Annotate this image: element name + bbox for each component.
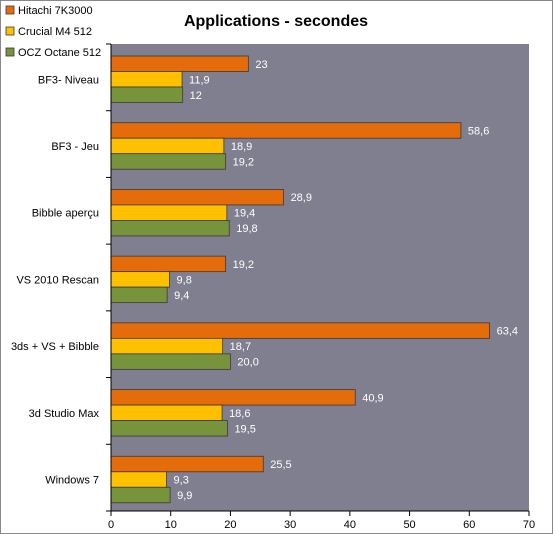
axes: BF3- Niveau BF3 - Jeu Bibble aperçu VS 2010… (11, 43, 535, 531)
bar (110, 220, 230, 237)
x-tick-label: 10 (165, 519, 177, 531)
legend-label: Hitachi 7K3000 (18, 5, 93, 17)
data-label: 19,2 (233, 259, 254, 271)
category-label: BF3- Niveau (38, 74, 99, 86)
bar (110, 455, 264, 473)
bar (110, 337, 224, 355)
data-label: 25,5 (270, 459, 291, 471)
data-label: 18,6 (229, 408, 250, 420)
data-label: 19,4 (234, 208, 255, 220)
bar (110, 322, 490, 339)
bar (110, 86, 184, 103)
category-label: Windows 7 (45, 475, 99, 487)
bar (110, 153, 227, 170)
category-label: BF3 - Jeu (51, 141, 99, 153)
bar (110, 204, 228, 221)
category-label: 3ds + VS + Bibble (11, 341, 99, 353)
data-label: 63,4 (497, 326, 518, 338)
legend-label: OCZ Octane 512 (18, 47, 101, 59)
data-label: 9,9 (177, 490, 192, 502)
bar (110, 271, 170, 288)
x-tick-label: 60 (463, 519, 475, 531)
data-label: 40,9 (362, 392, 383, 404)
category-label: 3d Studio Max (29, 408, 100, 420)
bar (110, 353, 231, 370)
data-label: 9,8 (177, 274, 192, 286)
plot-area (111, 44, 529, 511)
data-label: 23 (255, 59, 267, 71)
x-tick-label: 50 (403, 519, 415, 531)
data-label: 18,7 (230, 341, 251, 353)
bar (110, 404, 223, 421)
bar (110, 122, 462, 139)
data-label: 20,0 (237, 357, 258, 369)
x-tick-label: 20 (224, 519, 236, 531)
data-label: 18,9 (231, 141, 252, 153)
data-label: 19,5 (234, 423, 255, 435)
x-tick-label: 70 (523, 519, 535, 531)
data-label: 19,8 (236, 223, 257, 235)
category-label: Bibble aperçu (32, 208, 99, 220)
bar (110, 471, 167, 488)
data-label: 9,4 (174, 290, 189, 302)
x-tick-label: 0 (108, 519, 114, 531)
category-label: VS 2010 Rescan (16, 274, 99, 286)
x-tick-label: 30 (284, 519, 296, 531)
x-tick-label: 40 (344, 519, 356, 531)
data-label: 19,2 (233, 156, 254, 168)
legend-swatch (5, 5, 15, 15)
bar (110, 255, 227, 273)
bar (110, 486, 171, 504)
legend-label: Crucial M4 512 (18, 26, 92, 38)
bar (110, 286, 168, 304)
data-label: 9,3 (174, 475, 189, 487)
bar (110, 137, 225, 155)
chart-title: Applications - secondes (184, 13, 368, 30)
data-label: 58,6 (468, 125, 489, 137)
data-label: 12 (190, 90, 202, 102)
bar (110, 420, 228, 437)
bar (110, 389, 356, 406)
bar (110, 55, 249, 72)
bars: 23 11,9 12 58,6 18,9 19,2 28,9 19,4 19,8 19,2 9,8 9… (110, 55, 518, 504)
legend: Hitachi 7K3000 Crucial M4 512 OCZ Octane 5… (5, 5, 101, 59)
bar (110, 189, 284, 206)
data-label: 11,9 (189, 74, 210, 86)
legend-swatch (5, 26, 15, 36)
legend-swatch (5, 47, 15, 57)
data-label: 28,9 (291, 192, 312, 204)
bar (110, 71, 183, 88)
